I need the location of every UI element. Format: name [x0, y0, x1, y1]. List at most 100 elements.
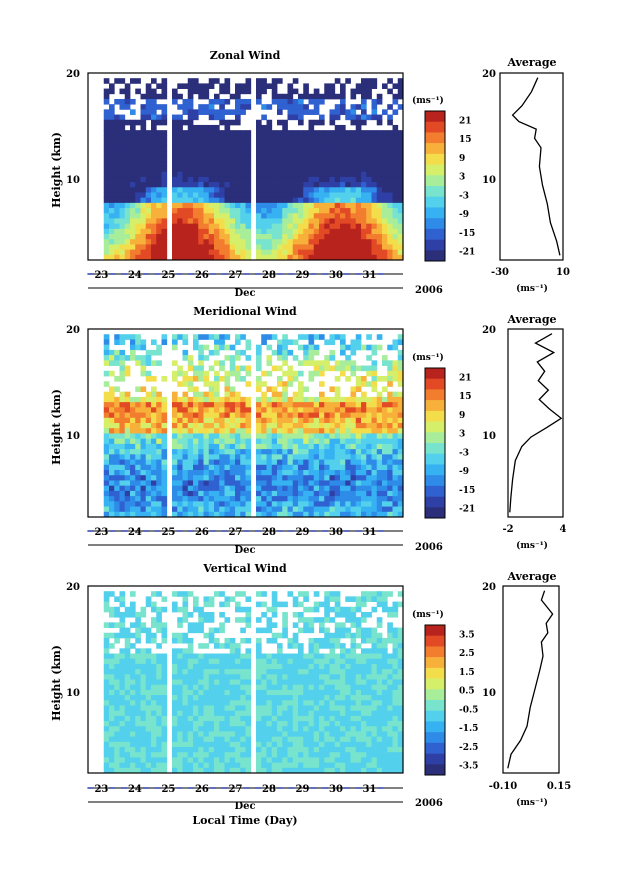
heatmap-cell: [208, 480, 215, 487]
heatmap-cell: [256, 443, 262, 450]
heatmap-cell: [145, 104, 152, 110]
heatmap-cell: [177, 192, 183, 199]
heatmap-cell: [376, 653, 383, 660]
heatmap-cell: [392, 433, 399, 440]
heatmap-cell: [130, 171, 136, 178]
heatmap-cell: [219, 171, 225, 178]
heatmap-cell: [329, 234, 336, 240]
heatmap-cell: [308, 705, 315, 712]
heatmap-cell: [208, 501, 215, 507]
heatmap-cell: [361, 423, 367, 429]
heatmap-cell: [313, 705, 320, 712]
heatmap-cell: [308, 109, 315, 115]
heatmap-cell: [177, 637, 183, 644]
heatmap-cell: [329, 130, 336, 136]
colorbar-swatch: [425, 175, 445, 187]
heatmap-cell: [161, 239, 168, 245]
heatmap-cell: [287, 171, 294, 178]
heatmap-cell: [340, 349, 346, 356]
heatmap-cell: [292, 161, 299, 167]
heatmap-cell: [298, 386, 304, 393]
heatmap-cell: [392, 407, 399, 413]
heatmap-cell: [224, 88, 231, 95]
heatmap-cell: [145, 417, 152, 424]
heatmap-cell: [245, 202, 252, 209]
heatmap-cell: [271, 218, 278, 225]
heatmap-cell: [172, 736, 178, 743]
heatmap-cell: [355, 470, 362, 476]
heatmap-cell: [229, 249, 236, 256]
heatmap-cell: [172, 334, 178, 340]
heatmap-cell: [124, 438, 131, 445]
heatmap-cell: [392, 464, 399, 471]
heatmap-cell: [303, 459, 309, 466]
heatmap-cell: [193, 752, 199, 758]
heatmap-cell: [208, 596, 215, 602]
heatmap-cell: [292, 228, 299, 235]
heatmap-cell: [319, 710, 325, 717]
heatmap-cell: [156, 501, 162, 507]
heatmap-cell: [256, 150, 262, 157]
heatmap-cell: [151, 449, 157, 455]
heatmap-cell: [340, 449, 346, 455]
heatmap-cell: [187, 182, 194, 188]
heatmap-cell: [261, 171, 267, 178]
heatmap-cell: [172, 202, 178, 209]
heatmap-cell: [329, 752, 336, 758]
heatmap-cell: [119, 234, 126, 240]
heatmap-cell: [277, 161, 283, 167]
heatmap-cell: [135, 145, 141, 152]
heatmap-cell: [103, 119, 110, 126]
heatmap-cell: [214, 653, 220, 660]
heatmap-cell: [219, 140, 225, 147]
heatmap-cell: [240, 653, 246, 660]
heatmap-cell: [103, 192, 110, 199]
heatmap-cell: [350, 710, 357, 717]
heatmap-cell: [292, 218, 299, 225]
heatmap-cell: [392, 197, 399, 204]
heatmap-cell: [119, 218, 126, 225]
heatmap-cell: [245, 511, 252, 518]
heatmap-cell: [266, 721, 273, 727]
heatmap-cell: [345, 171, 351, 178]
heatmap-cell: [324, 187, 330, 193]
heatmap-cell: [298, 684, 304, 691]
heatmap-cell: [376, 223, 383, 230]
heatmap-cell: [156, 459, 162, 466]
heatmap-cell: [187, 202, 194, 209]
heatmap-cell: [145, 228, 152, 235]
heatmap-cell: [287, 591, 294, 597]
heatmap-cell: [266, 208, 273, 214]
heatmap-cell: [277, 166, 283, 173]
heatmap-cell: [124, 145, 131, 152]
heatmap-cell: [292, 731, 299, 738]
heatmap-cell: [240, 747, 246, 753]
heatmap-cell: [235, 208, 241, 214]
heatmap-cell: [308, 490, 315, 497]
heatmap-cell: [345, 752, 351, 758]
heatmap-cell: [382, 695, 388, 701]
heatmap-cell: [135, 386, 141, 393]
heatmap-cell: [350, 254, 357, 261]
heatmap-cell: [266, 757, 273, 764]
heatmap-cell: [387, 391, 393, 398]
heatmap-cell: [240, 161, 246, 167]
heatmap-cell: [324, 428, 330, 434]
heatmap-cell: [224, 459, 231, 466]
heatmap-cell: [103, 490, 110, 497]
heatmap-cell: [119, 464, 126, 471]
heatmap-cell: [340, 334, 346, 340]
heatmap-cell: [235, 762, 241, 769]
heatmap-cell: [214, 339, 220, 346]
heatmap-cell: [371, 182, 378, 188]
heatmap-cell: [392, 428, 399, 434]
heatmap-cell: [308, 182, 315, 188]
heatmap-cell: [229, 475, 236, 481]
heatmap-cell: [371, 156, 378, 162]
heatmap-cell: [193, 376, 199, 382]
heatmap-cell: [308, 161, 315, 167]
heatmap-cell: [130, 721, 136, 727]
heatmap-cell: [114, 234, 120, 240]
heatmap-cell: [298, 98, 304, 105]
heatmap-cell: [103, 496, 110, 502]
